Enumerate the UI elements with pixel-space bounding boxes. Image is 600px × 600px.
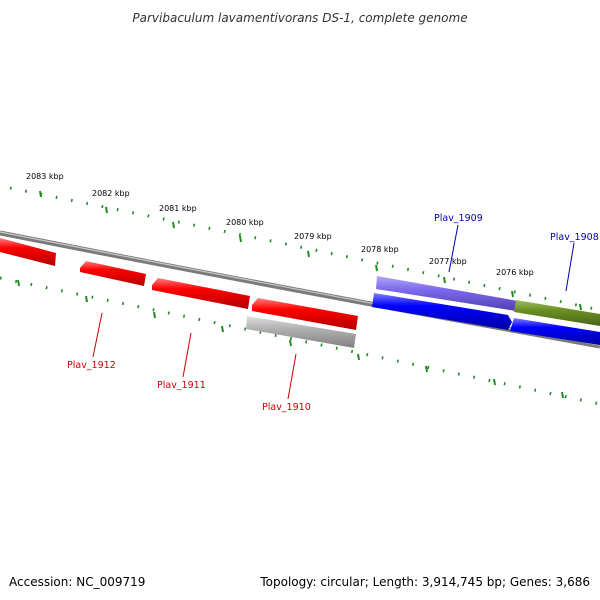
inner-major-tick [17, 279, 20, 287]
kbp-label-2083: 2083 kbp [26, 172, 64, 181]
gene-plav-1909[interactable] [376, 276, 518, 311]
inner-major-tick [493, 378, 496, 386]
leader-plav-1911 [182, 332, 192, 378]
gene-plav-1911[interactable] [152, 278, 250, 309]
leader-plav-1908 [565, 242, 575, 292]
kbp-labels: 2083 kbp 2082 kbp 2081 kbp 2080 kbp 2079… [26, 172, 534, 277]
kbp-label-2076: 2076 kbp [496, 268, 534, 277]
kbp-label-2077: 2077 kbp [429, 257, 467, 266]
outer-major-tick [39, 190, 42, 198]
reverse-strand-genes [0, 238, 600, 348]
gene-plav-1913[interactable] [0, 238, 56, 266]
inner-major-tick [357, 353, 360, 361]
accession-text: Accession: NC_009719 [9, 575, 145, 589]
kbp-label-2080: 2080 kbp [226, 218, 264, 227]
outer-major-tick [105, 206, 108, 214]
forward-strand-genes [376, 276, 600, 326]
gene-label-plav-1910[interactable]: Plav_1910 [262, 402, 311, 413]
inner-major-tick [85, 295, 88, 303]
kbp-label-2078: 2078 kbp [361, 245, 399, 254]
inner-major-tick [221, 325, 224, 333]
inner-major-tick [425, 365, 428, 373]
leader-plav-1910 [287, 353, 297, 400]
gene-label-plav-1908[interactable]: Plav_1908 [550, 232, 599, 243]
gene-plav-1910-pseudo[interactable] [246, 316, 356, 348]
kbp-label-2081: 2081 kbp [159, 204, 197, 213]
gene-label-plav-1911[interactable]: Plav_1911 [157, 380, 206, 391]
gene-plav-1912[interactable] [80, 261, 146, 286]
outer-major-tick [443, 276, 446, 284]
outer-major-tick [172, 221, 175, 229]
inner-major-tick [153, 311, 156, 319]
gene-label-plav-1909[interactable]: Plav_1909 [434, 213, 483, 224]
inner-major-tick [561, 391, 564, 399]
gene-label-plav-1912[interactable]: Plav_1912 [67, 360, 116, 371]
kbp-label-2082: 2082 kbp [92, 189, 130, 198]
gene-labels: Plav_1912 Plav_1911 Plav_1910 Plav_1909 … [67, 213, 599, 413]
leader-plav-1912 [92, 312, 103, 358]
leader-plav-1909 [448, 224, 459, 273]
gene-plav-1908[interactable] [514, 300, 600, 326]
outer-major-tick [307, 250, 310, 258]
outer-major-tick [511, 290, 514, 298]
map-title: Parvibaculum lavamentivorans DS-1, compl… [132, 11, 467, 25]
outer-tick-ring [9, 186, 600, 312]
inner-major-tick [289, 339, 292, 347]
genome-summary-text: Topology: circular; Length: 3,914,745 bp… [259, 575, 590, 589]
outer-major-tick [239, 235, 242, 243]
gene-blue-2[interactable] [510, 318, 600, 345]
outer-major-tick [375, 264, 378, 272]
gene-blue-1[interactable] [372, 293, 512, 330]
gene-leader-lines [92, 224, 575, 400]
kbp-label-2079: 2079 kbp [294, 232, 332, 241]
outer-major-tick [579, 303, 582, 311]
gene-plav-1910-red[interactable] [252, 298, 358, 330]
inner-tick-ring [0, 276, 600, 406]
